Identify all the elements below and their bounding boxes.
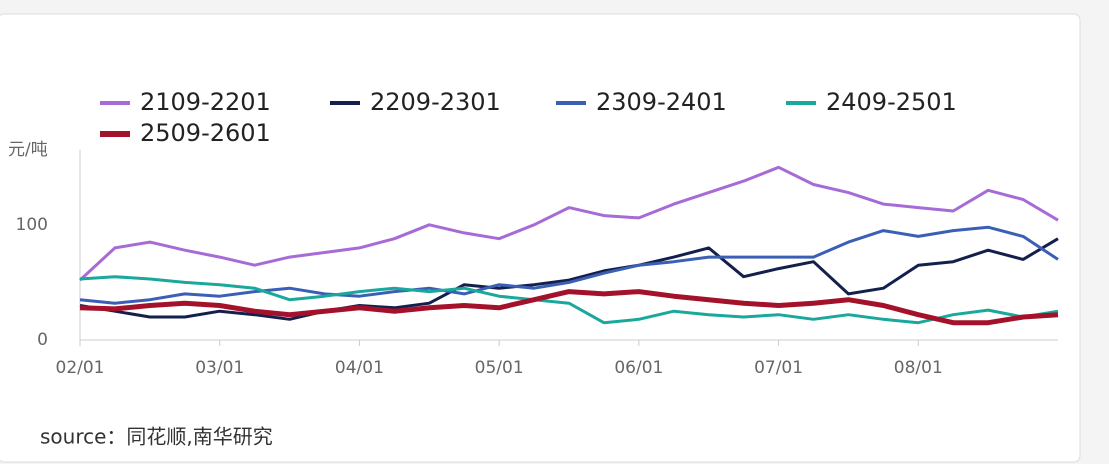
- x-tick-label: 02/01: [56, 358, 105, 378]
- series-line: [79, 237, 1059, 321]
- series-line: [79, 225, 1059, 305]
- x-tick-label: 03/01: [195, 358, 244, 378]
- series-line: [79, 275, 1059, 325]
- x-tick-label: 05/01: [475, 358, 524, 378]
- y-axis-label: 元/吨: [8, 140, 48, 160]
- y-tick-label: 0: [37, 330, 48, 350]
- x-tick-label: 06/01: [614, 358, 663, 378]
- source: source：同花顺,南华研究: [40, 425, 273, 449]
- card: [0, 13, 1081, 463]
- legend-label: 2509-2601: [140, 119, 271, 147]
- series-line: [78, 165, 1059, 282]
- x-tick-label: 08/01: [894, 358, 943, 378]
- series-line: [79, 289, 1059, 326]
- legend-label: 2409-2501: [826, 88, 957, 116]
- legend-label: 2209-2301: [370, 88, 501, 116]
- x-tick-label: 07/01: [754, 358, 803, 378]
- legend-label: 2309-2401: [596, 88, 727, 116]
- x-tick-label: 04/01: [335, 358, 384, 378]
- legend-label: 2109-2201: [140, 88, 271, 116]
- y-tick-label: 100: [16, 215, 48, 235]
